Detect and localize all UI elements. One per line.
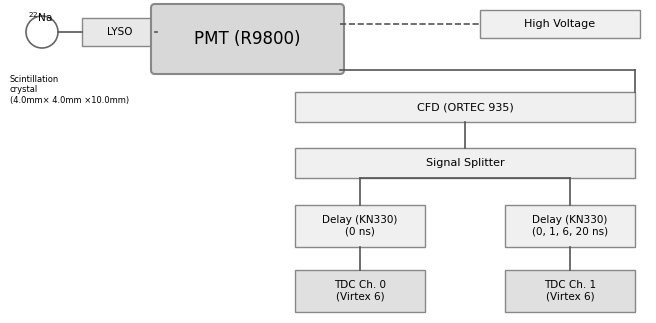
Text: TDC Ch. 1
(Virtex 6): TDC Ch. 1 (Virtex 6)	[544, 280, 596, 302]
Bar	[505, 270, 635, 312]
Bar	[295, 92, 635, 122]
Circle shape	[26, 16, 58, 48]
Text: PMT (R9800): PMT (R9800)	[194, 30, 300, 48]
Text: CFD (ORTEC 935): CFD (ORTEC 935)	[417, 102, 514, 112]
Text: Signal Splitter: Signal Splitter	[426, 158, 504, 168]
Text: Delay (KN330)
(0 ns): Delay (KN330) (0 ns)	[322, 215, 398, 237]
Bar	[295, 270, 425, 312]
FancyBboxPatch shape	[151, 4, 344, 74]
Text: TDC Ch. 0
(Virtex 6): TDC Ch. 0 (Virtex 6)	[334, 280, 386, 302]
Text: LYSO: LYSO	[107, 27, 133, 37]
Bar	[480, 10, 640, 38]
Text: $^{22}$Na: $^{22}$Na	[28, 10, 53, 24]
Bar	[505, 205, 635, 247]
Bar	[295, 205, 425, 247]
Text: Delay (KN330)
(0, 1, 6, 20 ns): Delay (KN330) (0, 1, 6, 20 ns)	[532, 215, 608, 237]
Bar	[295, 148, 635, 178]
Bar	[82, 18, 157, 46]
Text: Scintillation
crystal
(4.0mm× 4.0mm ×10.0mm): Scintillation crystal (4.0mm× 4.0mm ×10.…	[10, 75, 129, 105]
Text: High Voltage: High Voltage	[524, 19, 596, 29]
